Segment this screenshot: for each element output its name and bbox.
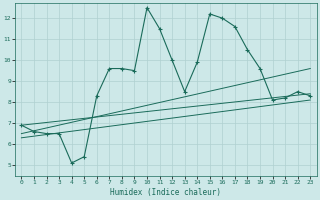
X-axis label: Humidex (Indice chaleur): Humidex (Indice chaleur): [110, 188, 221, 197]
